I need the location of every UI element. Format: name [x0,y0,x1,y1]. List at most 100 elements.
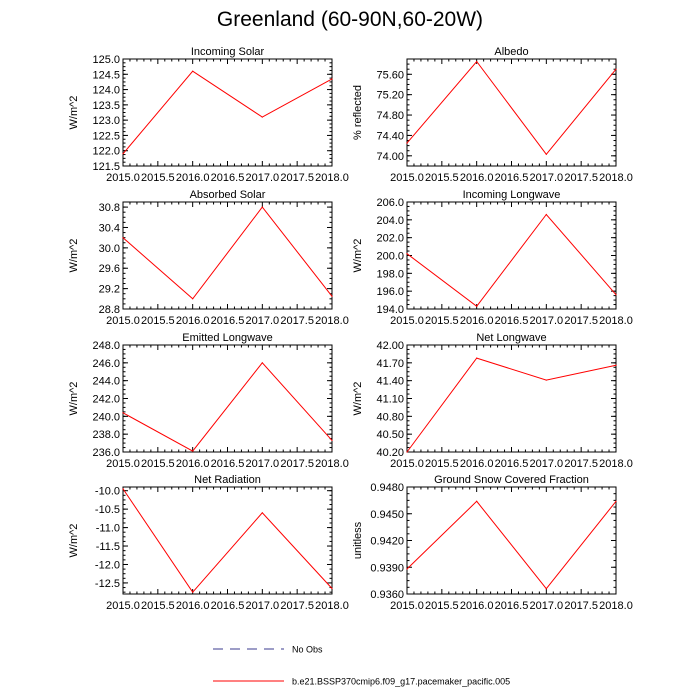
y-tick-label: 74.40 [376,130,404,142]
x-tick-label: 2017.5 [564,600,598,612]
series-line [122,488,333,594]
y-tick-label: 40.80 [376,411,404,423]
x-tick-label: 2016.0 [176,315,210,327]
plot-frame [406,58,617,167]
x-tick-label: 2015.5 [141,458,175,470]
y-tick-label: 40.50 [376,429,404,441]
legend-obs-label: No Obs [292,645,323,655]
y-tick-label: 0.9420 [370,536,404,548]
x-tick-label: 2017.0 [246,600,280,612]
data-point [122,412,124,414]
y-tick-label: 248.0 [92,340,120,352]
data-point [192,450,194,452]
x-tick-label: 2016.0 [460,315,494,327]
y-axis-label: W/m^2 [68,96,80,130]
y-tick-label: 42.00 [376,340,404,352]
x-tick-label: 2018.0 [315,600,349,612]
y-tick-label: -12.5 [95,578,120,590]
y-tick-label: -10.5 [95,504,120,516]
y-tick-label: 238.0 [92,429,120,441]
x-tick-label: 2016.5 [495,172,529,184]
x-tick-label: 2016.0 [460,458,494,470]
series-line [406,60,617,156]
y-tick-label: 30.0 [99,243,120,255]
y-tick-label: 0.9390 [370,562,404,574]
x-tick-label: 2015.0 [390,172,424,184]
x-tick-label: 2017.5 [280,172,314,184]
plot-frame [122,486,333,595]
y-tick-label: 240.0 [92,411,120,423]
data-point [545,588,547,590]
chart-panel: 2015.0 2015.5 2016.0 2016.5 2017.0 2017.5 2018… [352,46,633,184]
series-line [406,500,617,590]
y-axis-label: unitless [352,521,364,559]
y-tick-label: 74.80 [376,110,404,122]
x-tick-label: 2015.5 [141,600,175,612]
x-tick-label: 2015.0 [390,315,424,327]
y-tick-label: 74.00 [376,151,404,163]
data-point [331,587,333,590]
y-tick-label: 41.70 [376,358,404,370]
x-tick-label: 2016.5 [211,172,245,184]
x-tick-label: 2015.0 [106,458,140,470]
y-axis-label: W/m^2 [68,239,80,273]
data-point [331,295,333,297]
x-tick-label: 2015.5 [141,315,175,327]
data-point [406,568,408,570]
y-tick-label: -12.0 [95,559,120,571]
data-point [261,362,263,364]
x-tick-label: 2018.0 [599,315,633,327]
data-point [192,591,194,593]
x-tick-label: 2015.0 [390,458,424,470]
y-tick-label: 200.0 [376,251,404,263]
x-tick-label: 2017.0 [246,458,280,470]
y-tick-label: 122.5 [92,130,120,142]
data-point [476,357,478,359]
x-tick-label: 2016.0 [460,172,494,184]
data-point [331,78,333,80]
data-point [261,512,263,514]
legend: No Obs b.e21.BSSP370cmip6.f09_g17.pacema… [213,645,510,687]
data-point [615,500,617,502]
x-tick-label: 2015.5 [425,458,459,470]
x-tick-label: 2018.0 [315,458,349,470]
plot-frame [122,344,333,453]
x-tick-label: 2015.0 [106,172,140,184]
y-tick-label: 246.0 [92,358,120,370]
panel-title: Net Radiation [194,474,261,486]
data-point [545,213,547,216]
x-tick-label: 2015.5 [425,315,459,327]
y-tick-label: 41.40 [376,376,404,388]
x-tick-label: 2017.5 [280,458,314,470]
x-tick-label: 2016.5 [495,458,529,470]
x-tick-label: 2017.5 [564,315,598,327]
y-tick-label: -11.5 [96,541,120,553]
x-tick-label: 2017.0 [530,172,564,184]
y-axis-label: W/m^2 [68,382,80,416]
plot-frame [406,201,617,310]
data-point [476,500,478,502]
panel-title: Net Longwave [476,332,546,344]
x-tick-label: 2018.0 [315,315,349,327]
x-tick-label: 2015.5 [425,600,459,612]
data-point [122,153,124,155]
data-point [192,70,194,72]
data-point [476,305,478,307]
y-tick-label: 121.5 [92,161,120,173]
plot-frame [122,58,333,167]
x-tick-label: 2016.5 [211,458,245,470]
x-tick-label: 2016.0 [460,600,494,612]
y-tick-label: -10.0 [95,486,120,498]
panel-title: Albedo [494,46,528,58]
y-tick-label: 242.0 [92,394,120,406]
y-axis-label: W/m^2 [352,382,364,416]
data-point [406,451,408,453]
x-tick-label: 2016.0 [176,458,210,470]
x-tick-label: 2016.5 [211,600,245,612]
y-tick-label: 30.4 [99,222,120,234]
data-point [406,142,408,144]
y-tick-label: 124.5 [92,69,120,81]
panel-title: Incoming Solar [191,46,265,58]
panel-title: Emitted Longwave [182,332,273,344]
